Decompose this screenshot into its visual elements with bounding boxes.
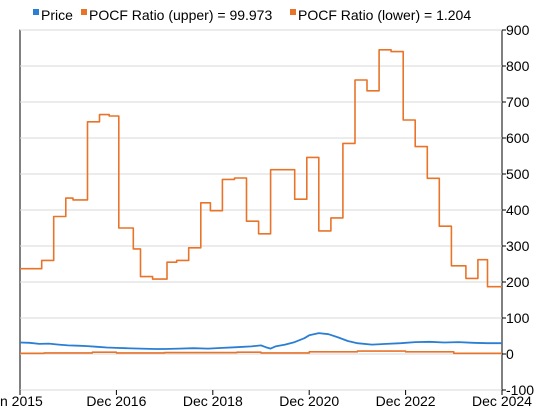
x-tick-label: n 2015: [0, 393, 43, 409]
y-tick-label: 800: [506, 58, 530, 74]
y-tick-label: -100: [506, 382, 534, 398]
y-tick-label: 700: [506, 94, 530, 110]
series-line-price: [19, 332, 502, 350]
x-tick-label: Dec 2024: [472, 393, 532, 409]
legend-label-upper: POCF Ratio (upper) = 99.973: [89, 7, 272, 23]
legend-swatch-lower: [290, 9, 296, 15]
y-tick-label: 500: [506, 166, 530, 182]
legend-label-price: Price: [41, 7, 73, 23]
series-line-pocf-upper: [20, 49, 502, 288]
legend-swatch-price: [33, 9, 39, 15]
x-axis: n 2015 Dec 2016 Dec 2018 Dec 2020 Dec 2022 De…: [0, 390, 532, 409]
y-gridlines: [20, 29, 502, 391]
legend: Price POCF Ratio (upper) = 99.973 POCF R…: [33, 7, 471, 23]
y-tick-label: 900: [506, 22, 530, 38]
x-tick-label: Dec 2016: [86, 393, 146, 409]
legend-swatch-upper: [81, 9, 87, 15]
y-axis: 900 800 700 600 500 400 300 200 100 0 -100: [502, 22, 534, 398]
y-tick-label: 0: [506, 346, 514, 362]
series-layer: [19, 49, 502, 355]
y-tick-label: 200: [506, 274, 530, 290]
legend-label-lower: POCF Ratio (lower) = 1.204: [298, 7, 471, 23]
x-tick-label: Dec 2022: [376, 393, 436, 409]
y-tick-label: 600: [506, 130, 530, 146]
y-tick-label: 100: [506, 310, 530, 326]
x-tick-label: Dec 2020: [279, 393, 339, 409]
series-line-pocf-lower: [20, 350, 502, 355]
y-tick-label: 400: [506, 202, 530, 218]
y-tick-label: 300: [506, 238, 530, 254]
x-tick-label: Dec 2018: [183, 393, 243, 409]
